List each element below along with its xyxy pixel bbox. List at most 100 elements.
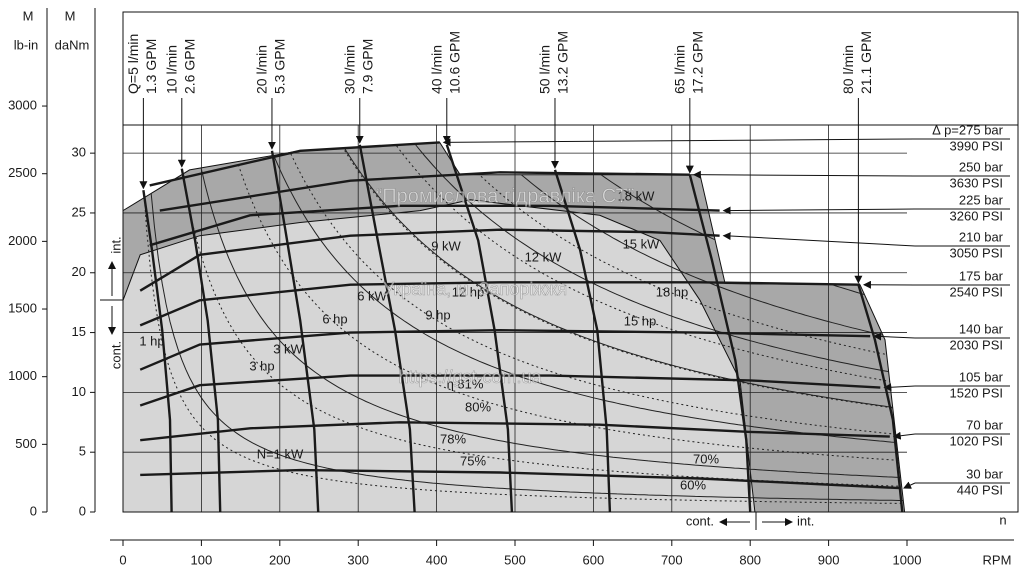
pressure-label: ∆ p=275 bar <box>933 122 1004 137</box>
power-label: 1 hp <box>139 333 164 348</box>
y-tick-label: 20 <box>72 264 86 279</box>
y2-axis-unit: lb-in <box>14 37 39 52</box>
pressure-line <box>140 468 900 490</box>
power-label: 6 kW <box>357 288 387 303</box>
pressure-line <box>139 228 720 292</box>
pressure-label: 210 bar <box>959 229 1004 244</box>
y2-tick-label: 3000 <box>8 97 37 112</box>
flow-label: 20 l/min <box>254 45 270 94</box>
watermark: https://gst-com.ua <box>398 367 542 387</box>
power-label: 3 kW <box>273 341 303 356</box>
power-curve-kw <box>130 142 905 479</box>
flow-label: 80 l/min <box>840 45 856 94</box>
x-tick-label: 1000 <box>893 552 922 567</box>
pressure-label: 30 bar <box>966 466 1004 481</box>
power-label: 12 hp <box>452 284 485 299</box>
pressure-psi: 3630 PSI <box>950 175 1004 190</box>
flow-line <box>857 284 904 513</box>
pressure-line <box>139 281 861 327</box>
x-tick-label: 800 <box>739 552 761 567</box>
x-tick-label: 500 <box>504 552 526 567</box>
power-label: 15 kW <box>623 236 661 251</box>
flow-label: 50 l/min <box>537 45 553 94</box>
flow-label: Q=5 l/min <box>125 34 141 94</box>
flow-line <box>445 144 514 513</box>
pressure-psi: 2030 PSI <box>950 337 1004 352</box>
x-tick-label: 400 <box>426 552 448 567</box>
pressure-psi: 440 PSI <box>957 482 1003 497</box>
pressure-line <box>140 421 890 442</box>
leader <box>722 232 916 247</box>
flow-line <box>553 169 612 513</box>
power-curve-kw <box>130 142 905 410</box>
x-tick-label: 100 <box>191 552 213 567</box>
x-tick-label: 700 <box>661 552 683 567</box>
pressure-line <box>139 374 881 407</box>
flow-label: 30 l/min <box>341 45 357 94</box>
leader <box>892 431 916 440</box>
power-curve-hp <box>130 142 905 385</box>
watermark: “Промислова гідравліка СТ” <box>376 185 635 207</box>
y2-tick-label: 2000 <box>8 233 37 248</box>
y-axis-symbol: M <box>65 8 76 23</box>
power-curve-hp <box>130 142 905 436</box>
leader <box>722 206 916 215</box>
y2-tick-label: 500 <box>15 436 37 451</box>
x-axis-label: RPM <box>983 552 1012 567</box>
efficiency-label: 80% <box>465 399 491 414</box>
x-tick-label: 200 <box>269 552 291 567</box>
power-curve-hp <box>130 142 905 360</box>
pressure-psi: 1020 PSI <box>950 433 1004 448</box>
flow-line <box>688 174 752 513</box>
pressure-line <box>159 171 690 212</box>
y2-tick-label: 2500 <box>8 165 37 180</box>
pressure-label: 70 bar <box>966 417 1004 432</box>
leader <box>873 332 916 341</box>
y-tick-label: 0 <box>79 503 86 518</box>
y-tick-label: 25 <box>72 204 86 219</box>
y-axis-unit: daNm <box>55 37 90 52</box>
plot-frame <box>122 11 1019 513</box>
int-label: int. <box>108 236 123 253</box>
leader <box>883 383 916 392</box>
y-tick-label: 5 <box>79 444 86 459</box>
flow-gpm: 1.3 GPM <box>143 39 159 94</box>
flow-line <box>142 190 173 513</box>
pressure-label: 225 bar <box>959 192 1004 207</box>
pressure-line <box>149 204 720 247</box>
leader <box>692 170 916 179</box>
leader <box>442 138 916 147</box>
pressure-label: 175 bar <box>959 268 1004 283</box>
flow-label: 40 l/min <box>428 45 444 94</box>
y-tick-label: 15 <box>72 324 86 339</box>
y-tick-label: 10 <box>72 384 86 399</box>
y2-tick-label: 1000 <box>8 368 37 383</box>
pressure-line <box>149 141 440 187</box>
y2-tick-label: 0 <box>30 503 37 518</box>
flow-gpm: 21.1 GPM <box>858 31 874 94</box>
y2-tick-label: 1500 <box>8 300 37 315</box>
power-label: 6 hp <box>322 311 347 326</box>
leader <box>903 481 916 489</box>
pressure-label: 140 bar <box>959 321 1004 336</box>
power-label: 18 kW <box>618 188 656 203</box>
x-tick-label: 0 <box>119 552 126 567</box>
pressure-psi: 2540 PSI <box>950 284 1004 299</box>
power-label: N=1 kW <box>257 446 304 461</box>
flow-line <box>180 168 222 513</box>
flow-gpm: 5.3 GPM <box>272 39 288 94</box>
power-label: 12 kW <box>525 249 563 264</box>
power-label: 18 hp <box>656 284 689 299</box>
pressure-psi: 1520 PSI <box>950 385 1004 400</box>
flow-gpm: 2.6 GPM <box>182 39 198 94</box>
pressure-psi: 3990 PSI <box>950 138 1004 153</box>
flow-gpm: 7.9 GPM <box>359 39 375 94</box>
x-tick-label: 900 <box>818 552 840 567</box>
efficiency-label: 75% <box>460 453 486 468</box>
power-curve-hp <box>130 142 905 462</box>
cont-label: cont. <box>108 341 123 369</box>
power-label: 15 hp <box>624 313 657 328</box>
flow-label: 65 l/min <box>672 45 688 94</box>
flow-label: 10 l/min <box>164 45 180 94</box>
